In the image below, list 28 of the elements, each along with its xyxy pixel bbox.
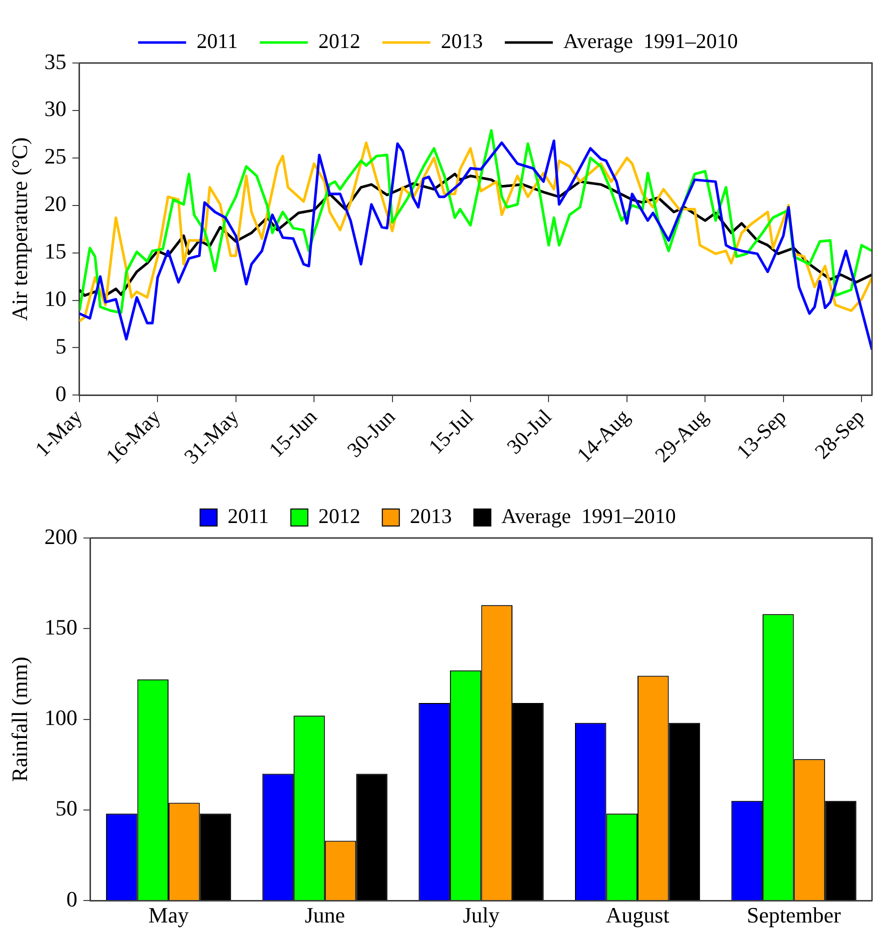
y-tick-label: 200 <box>44 524 78 549</box>
y-tick-label: 20 <box>44 191 66 216</box>
x-tick-label: September <box>746 902 842 928</box>
legend-label: 2013 <box>410 504 452 528</box>
x-tick-label: August <box>606 902 670 928</box>
y-tick-label: 10 <box>44 286 66 312</box>
legend-label: 2011 <box>228 504 269 528</box>
legend-label: 2012 <box>318 504 360 528</box>
legend-label: 2012 <box>318 29 360 54</box>
y-tick-label: 5 <box>55 333 66 358</box>
y-tick-label: 0 <box>55 380 66 406</box>
y-tick-label: 50 <box>55 796 78 821</box>
x-tick-label: July <box>462 902 500 928</box>
y-tick-label: 0 <box>66 886 78 912</box>
y-axis-title: Air temperature (°C) <box>6 137 32 321</box>
y-axis-title: Rainfall (mm) <box>6 656 32 782</box>
y-tick-label: 25 <box>44 144 66 169</box>
y-tick-label: 150 <box>44 614 78 640</box>
y-tick-label: 30 <box>44 96 66 122</box>
y-tick-label: 35 <box>44 48 66 74</box>
x-tick-label: May <box>148 902 189 928</box>
x-tick-label: June <box>304 902 346 928</box>
y-tick-label: 15 <box>44 238 66 264</box>
legend-label: 2013 <box>440 29 483 54</box>
legend-label: Average 1991–2010 <box>563 29 738 54</box>
y-tick-label: 100 <box>44 705 78 730</box>
legend-label: Average 1991–2010 <box>501 504 676 528</box>
legend-label: 2011 <box>196 29 238 54</box>
